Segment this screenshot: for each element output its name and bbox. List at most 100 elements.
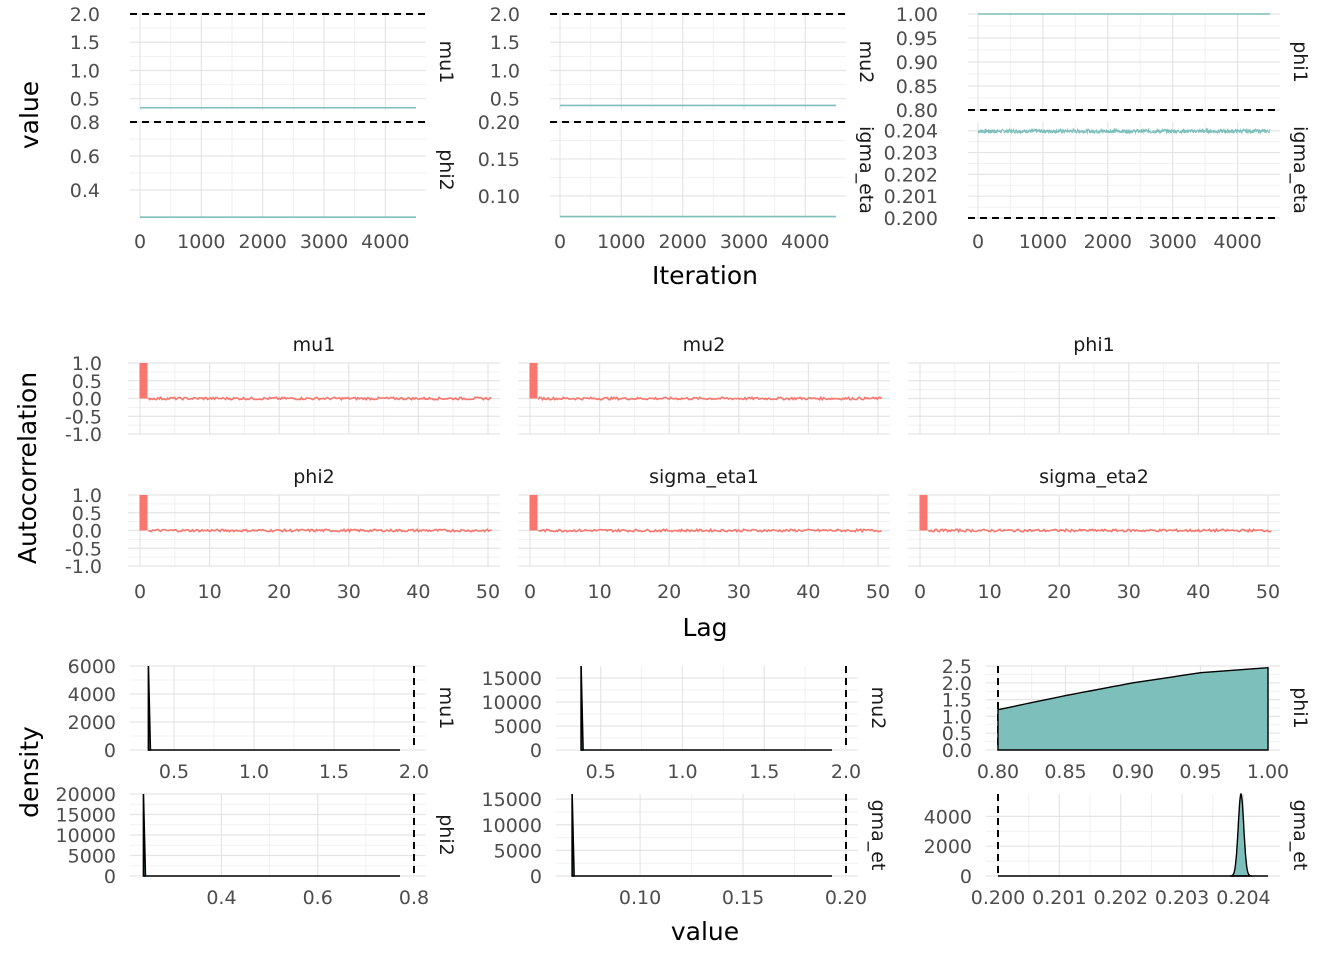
density-panel-1-y-tick-label: 2000 bbox=[68, 712, 116, 734]
density-panel-6-y-tick-label: 0 bbox=[960, 866, 972, 888]
trace-panel-6-y-tick-label: 0.204 bbox=[884, 121, 938, 143]
density-panel-1-y-tick-label: 6000 bbox=[68, 656, 116, 678]
density-panel-6-x-tick-label: 0.203 bbox=[1155, 887, 1209, 909]
density-panel-5-y-tick-label: 1.5 bbox=[942, 690, 972, 712]
acf-panel-2-acf-bars bbox=[537, 395, 883, 402]
trace-panel-3-x-tick-label: 2000 bbox=[658, 231, 706, 253]
acf-x-title: Lag bbox=[682, 613, 727, 642]
acf-panel-5-x-tick-label: 0 bbox=[524, 581, 536, 603]
acf-panel-2-strip-label: mu2 bbox=[683, 334, 726, 356]
trace-y-title: value bbox=[15, 81, 44, 149]
density-panel-2-y-tick-label: 15000 bbox=[56, 805, 116, 827]
density-panel-3-y-tick-label: 15000 bbox=[482, 668, 542, 690]
acf-panel-1-y-tick-label: -1.0 bbox=[65, 424, 102, 446]
acf-panel-5-x-tick-label: 40 bbox=[796, 581, 820, 603]
acf-panel-5-strip-label: sigma_eta1 bbox=[649, 466, 759, 488]
density-panel-5-y-tick-label: 0.5 bbox=[942, 723, 972, 745]
density-panel-1-strip-label: mu1 bbox=[435, 687, 457, 730]
trace-panel-5-x-tick-label: 1000 bbox=[1019, 231, 1067, 253]
acf-panel-4-x-tick-label: 20 bbox=[267, 581, 291, 603]
density-panel-1-density-spike bbox=[147, 665, 152, 751]
acf-panel-5-x-tick-label: 50 bbox=[866, 581, 890, 603]
density-panel-2-x-tick-label: 0.4 bbox=[206, 887, 236, 909]
acf-panel-2-acf-bar-lag0 bbox=[529, 363, 538, 399]
trace-panel-1-y-tick-label: 2.0 bbox=[70, 4, 100, 26]
density-panel-5-x-tick-label: 0.95 bbox=[1179, 761, 1221, 783]
trace-panel-5-x-tick-label: 0 bbox=[972, 231, 984, 253]
trace-panel-5-y-tick-label: 1.00 bbox=[896, 4, 938, 26]
acf-panel-4-y-tick-label: -0.5 bbox=[65, 538, 102, 560]
density-panel-2-y-tick-label: 10000 bbox=[56, 825, 116, 847]
trace-panel-5-y-tick-label: 0.90 bbox=[896, 52, 938, 74]
density-panel-2-y-tick-label: 5000 bbox=[68, 846, 116, 868]
acf-panel-4-x-tick-label: 30 bbox=[337, 581, 361, 603]
density-panel-6-x-tick-label: 0.201 bbox=[1032, 887, 1086, 909]
density-panel-5-x-tick-label: 0.90 bbox=[1112, 761, 1154, 783]
density-panel-6-x-tick-label: 0.202 bbox=[1094, 887, 1148, 909]
density-panel-1-x-tick-label: 0.5 bbox=[159, 761, 189, 783]
trace-panel-6-strip-label: igma_eta bbox=[1289, 126, 1311, 214]
acf-panel-1-acf-bar-lag0 bbox=[139, 363, 148, 399]
trace-panel-6-y-tick-label: 0.201 bbox=[884, 186, 938, 208]
density-panel-2-density-spike bbox=[142, 793, 147, 877]
trace-panel-3-x-tick-label: 0 bbox=[554, 231, 566, 253]
acf-panel-4-x-tick-label: 50 bbox=[476, 581, 500, 603]
density-panel-5-y-tick-label: 2.5 bbox=[942, 656, 972, 678]
acf-panel-4-x-tick-label: 40 bbox=[406, 581, 430, 603]
acf-panel-5-x-tick-label: 20 bbox=[657, 581, 681, 603]
density-panel-6-x-tick-label: 0.200 bbox=[971, 887, 1025, 909]
trace-panel-6-y-tick-label: 0.202 bbox=[884, 164, 938, 186]
acf-panel-5-acf-bars bbox=[538, 527, 882, 534]
acf-panel-6-strip-label: sigma_eta2 bbox=[1039, 466, 1149, 488]
acf-panel-3-strip-label: phi1 bbox=[1073, 334, 1114, 356]
density-panel-4-y-tick-label: 0 bbox=[530, 866, 542, 888]
density-panel-6-density-area bbox=[1230, 792, 1252, 877]
density-panel-3-x-tick-label: 2.0 bbox=[831, 761, 861, 783]
acf-panel-6-x-tick-label: 20 bbox=[1047, 581, 1071, 603]
acf-panel-6-acf-bars bbox=[927, 527, 1272, 534]
acf-panel-4-y-tick-label: 0.0 bbox=[72, 521, 102, 543]
density-panel-3-x-tick-label: 1.5 bbox=[749, 761, 779, 783]
acf-panel-1-y-tick-label: 0.5 bbox=[72, 371, 102, 393]
acf-panel-6-x-tick-label: 10 bbox=[978, 581, 1002, 603]
density-panel-5-y-tick-label: 0.0 bbox=[942, 740, 972, 762]
density-panel-6-y-tick-label: 2000 bbox=[924, 836, 972, 858]
trace-panel-6-trace-line bbox=[977, 127, 1271, 135]
density-panel-3-x-tick-label: 1.0 bbox=[667, 761, 697, 783]
acf-panel-1-acf-bars bbox=[147, 396, 492, 402]
density-panel-2-x-tick-label: 0.8 bbox=[399, 887, 429, 909]
density-panel-1-x-tick-label: 2.0 bbox=[399, 761, 429, 783]
density-panel-2-y-tick-label: 0 bbox=[104, 866, 116, 888]
trace-panel-5-strip-label: phi1 bbox=[1289, 41, 1311, 82]
trace-panel-1-x-tick-label: 3000 bbox=[300, 231, 348, 253]
trace-panel-1-y-tick-label: 1.5 bbox=[70, 32, 100, 54]
trace-panel-2-strip-label: phi2 bbox=[435, 149, 457, 190]
density-panel-5-density-area bbox=[997, 666, 1269, 751]
density-panel-5-y-tick-label: 1.0 bbox=[942, 706, 972, 728]
density-panel-6-strip-label: gma_et bbox=[1289, 800, 1311, 871]
density-panel-3-strip-label: mu2 bbox=[867, 687, 889, 730]
acf-panel-4-y-tick-label: 1.0 bbox=[72, 485, 102, 507]
trace-panel-4-y-tick-label: 0.10 bbox=[478, 186, 520, 208]
density-panel-4-y-tick-label: 15000 bbox=[482, 789, 542, 811]
density-panel-6-x-tick-label: 0.204 bbox=[1216, 887, 1270, 909]
trace-panel-3-y-tick-label: 1.0 bbox=[490, 60, 520, 82]
trace-panel-1-strip-label: mu1 bbox=[435, 41, 457, 84]
density-panel-1-x-tick-label: 1.5 bbox=[319, 761, 349, 783]
density-x-title: value bbox=[671, 917, 739, 946]
acf-panel-1-y-tick-label: -0.5 bbox=[65, 406, 102, 428]
trace-panel-3-y-tick-label: 2.0 bbox=[490, 4, 520, 26]
acf-panel-6-x-tick-label: 0 bbox=[914, 581, 926, 603]
density-panel-4-y-tick-label: 10000 bbox=[482, 815, 542, 837]
density-y-title: density bbox=[15, 726, 44, 818]
trace-panel-6-y-tick-label: 0.200 bbox=[884, 208, 938, 230]
trace-panel-5-x-tick-label: 3000 bbox=[1148, 231, 1196, 253]
trace-panel-2-y-tick-label: 0.8 bbox=[70, 112, 100, 134]
trace-panel-2-y-tick-label: 0.6 bbox=[70, 146, 100, 168]
acf-panel-1-y-tick-label: 0.0 bbox=[72, 389, 102, 411]
acf-panel-5-acf-bar-lag0 bbox=[529, 495, 538, 531]
trace-panel-1-x-tick-label: 2000 bbox=[238, 231, 286, 253]
density-panel-4-density-spike bbox=[571, 793, 575, 877]
trace-panel-1-y-tick-label: 0.5 bbox=[70, 89, 100, 111]
